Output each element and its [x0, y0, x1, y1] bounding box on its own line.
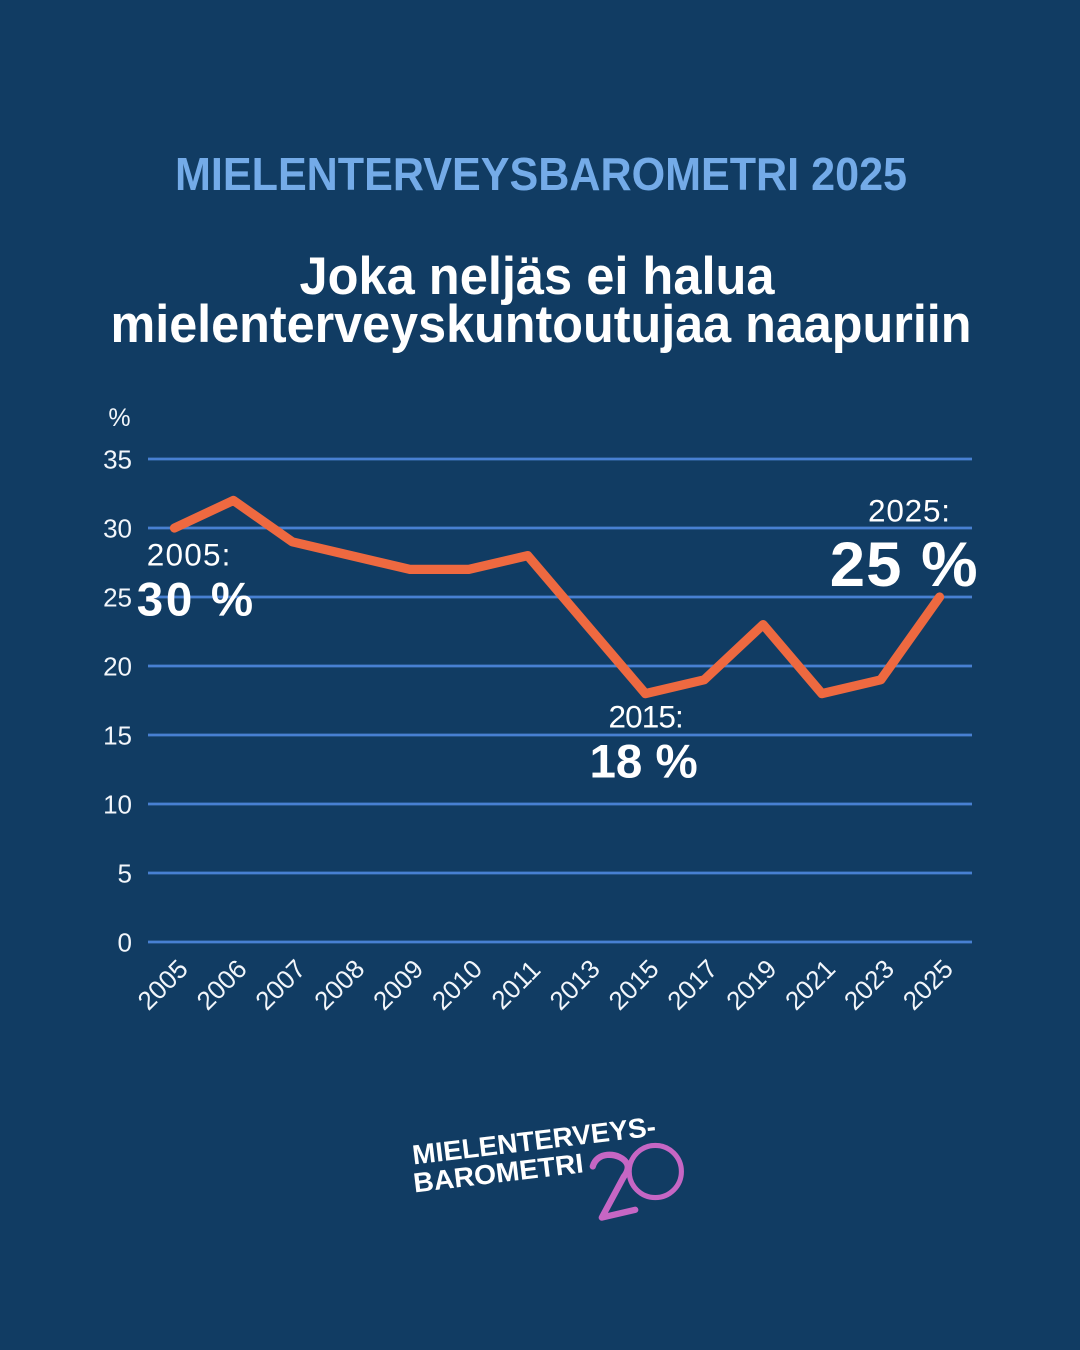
svg-text:25: 25	[103, 583, 132, 613]
svg-text:2006: 2006	[190, 954, 252, 1016]
svg-text:35: 35	[103, 445, 132, 475]
svg-text:15: 15	[103, 721, 132, 751]
svg-text:2025: 2025	[897, 954, 959, 1016]
svg-text:%: %	[108, 404, 130, 432]
svg-text:2015: 2015	[602, 954, 664, 1016]
svg-text:18 %: 18 %	[590, 736, 698, 789]
svg-text:2007: 2007	[249, 954, 311, 1016]
svg-text:25 %: 25 %	[830, 530, 979, 600]
svg-text:2010: 2010	[426, 954, 488, 1016]
svg-text:Joka neljäs ei halua: Joka neljäs ei halua	[300, 247, 775, 306]
svg-text:0: 0	[118, 928, 132, 958]
svg-text:2019: 2019	[720, 954, 782, 1016]
svg-text:10: 10	[103, 790, 132, 820]
svg-text:5: 5	[118, 859, 132, 889]
svg-text:2017: 2017	[661, 954, 723, 1016]
svg-text:20: 20	[103, 652, 132, 682]
svg-text:2005:: 2005:	[147, 537, 232, 573]
svg-text:2015:: 2015:	[609, 699, 683, 735]
svg-text:2009: 2009	[367, 954, 429, 1016]
svg-text:30 %: 30 %	[137, 574, 256, 627]
svg-text:2013: 2013	[544, 954, 606, 1016]
svg-text:2021: 2021	[779, 954, 841, 1016]
svg-text:MIELENTERVEYSBAROMETRI 2025: MIELENTERVEYSBAROMETRI 2025	[175, 148, 907, 200]
svg-text:2025:: 2025:	[868, 493, 951, 529]
svg-text:2011: 2011	[485, 954, 546, 1015]
svg-text:mielenterveyskuntoutujaa naapu: mielenterveyskuntoutujaa naapuriin	[111, 295, 972, 354]
svg-text:30: 30	[103, 514, 132, 544]
svg-text:2023: 2023	[838, 954, 900, 1016]
svg-text:2005: 2005	[132, 954, 194, 1016]
svg-text:2008: 2008	[308, 954, 370, 1016]
